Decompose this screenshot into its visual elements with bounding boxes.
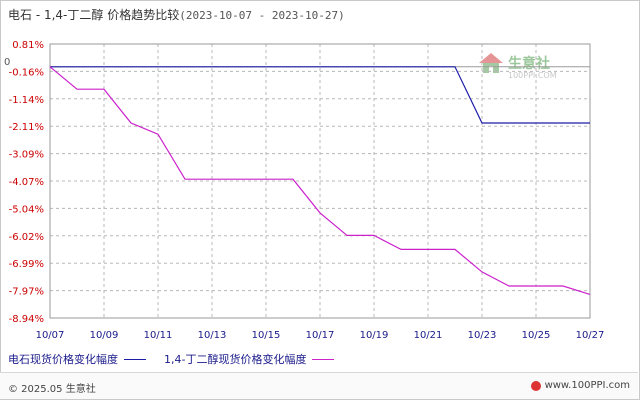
y-tick-label: -0.16% [9,67,44,78]
y-tick-label: -4.07% [9,177,44,188]
y-tick-label: -6.99% [9,259,44,270]
x-tick-label: 10/17 [306,330,335,341]
copyright: © 2025.05 生意社 [8,384,96,395]
footer: © 2025.05 生意社 www.100PPI.com [0,372,638,399]
x-tick-label: 10/15 [252,330,281,341]
y-tick-label: -7.97% [9,287,44,298]
y-tick-label: -3.09% [9,150,44,161]
series-line-2 [49,66,591,295]
x-tick-label: 10/09 [90,330,119,341]
house-logo-icon [479,53,503,73]
axes: 0.81% -0.16% -1.14% -2.11% -3.09% -4.07% -5.04… [4,40,604,341]
site-logo-icon [530,380,541,391]
legend-label-bdo: 1,4-丁二醇现货价格变化幅度 [164,353,307,366]
chart-title: 电石 - 1,4-丁二醇 价格趋势比较 [8,8,180,22]
x-tick-label: 10/11 [144,330,173,341]
y-tick-label: -5.04% [9,204,44,215]
y-tick-label: 0.81% [12,40,44,51]
chart-title-row: 电石 - 1,4-丁二醇 价格趋势比较(2023-10-07 - 2023-10… [8,6,345,23]
y-tick-label: -8.94% [9,314,44,325]
plot-area-border [49,43,591,319]
x-tick-label: 10/13 [198,330,227,341]
legend: 电石现货价格变化幅度 1,4-丁二醇现货价格变化幅度 [8,351,352,367]
watermark-url: 100PPI.COM [508,71,557,80]
series-line-1 [50,66,590,124]
site-link[interactable]: www.100PPI.com [530,380,630,391]
date-range: (2023-10-07 - 2023-10-27) [179,9,345,22]
site-url[interactable]: www.100PPI.com [544,380,630,391]
series-layer [49,66,591,295]
legend-label-carbide: 电石现货价格变化幅度 [8,353,118,366]
x-tick-label: 10/23 [468,330,497,341]
zero-label: 0 [4,57,10,68]
watermark-name: 生意社 [508,56,550,72]
x-tick-label: 10/21 [414,330,443,341]
grid [49,43,591,319]
legend-item-carbide: 电石现货价格变化幅度 [8,351,146,367]
watermark: 生意社 100PPI.COM [478,52,557,80]
line-chart: 0.81% -0.16% -1.14% -2.11% -3.09% -4.07% -5.04… [4,40,604,341]
y-tick-label: -6.02% [9,232,44,243]
legend-swatch-carbide [124,358,146,360]
legend-swatch-bdo [312,358,335,360]
y-tick-label: -2.11% [9,122,44,133]
x-tick-label: 10/19 [360,330,389,341]
x-tick-label: 10/07 [36,330,65,341]
y-tick-label: -1.14% [9,95,44,106]
x-tick-label: 10/27 [576,330,605,341]
x-tick-label: 10/25 [522,330,551,341]
legend-item-bdo: 1,4-丁二醇现货价格变化幅度 [164,351,335,367]
